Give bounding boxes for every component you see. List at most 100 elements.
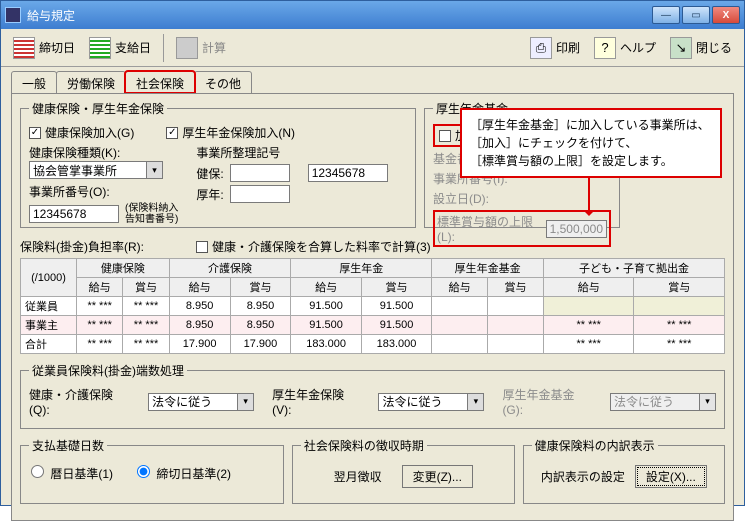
tab-other[interactable]: その他 — [194, 71, 252, 93]
ins-type-combo[interactable]: 協会管掌事業所▾ — [29, 161, 163, 179]
th-sal3: 給与 — [291, 278, 361, 297]
calc-button: 計算 — [170, 35, 232, 61]
th-sal: 給与 — [77, 278, 123, 297]
seiri-kenpo-input[interactable] — [230, 164, 290, 182]
base-cutoff-label: 締切日基準(2) — [156, 467, 231, 481]
tab-panel: 健康保険・厚生年金保険 ✓健康保険加入(G) ✓厚生年金保険加入(N) 健康保険… — [11, 93, 734, 521]
detail-group: 健康保険料の内訳表示 内訳表示の設定 設定(X)... — [523, 437, 725, 504]
app-icon — [5, 7, 21, 23]
c — [543, 297, 633, 316]
calc-icon — [176, 37, 198, 59]
callout-line3: ［標準賞与額の上限］を設定します。 — [470, 152, 712, 170]
c: 91.500 — [361, 316, 431, 335]
toolbar: 締切日 支給日 計算 ⎙印刷 ?ヘルプ ↘閉じる — [1, 29, 744, 67]
c — [634, 297, 725, 316]
base-cal-radio[interactable]: 暦日基準(1) — [31, 465, 113, 482]
th-bon3: 賞与 — [361, 278, 431, 297]
c: ** *** — [123, 316, 169, 335]
est-date-label: 設立日(D): — [433, 190, 489, 207]
payday-button[interactable]: 支給日 — [83, 35, 157, 61]
th-kousei: 厚生年金 — [291, 259, 432, 278]
deadline-label: 締切日 — [39, 39, 75, 56]
c — [488, 297, 544, 316]
th-bon5: 賞与 — [634, 278, 725, 297]
combine-checkbox[interactable]: 健康・介護保険を合算した料率で計算(3) — [196, 238, 431, 255]
maximize-button[interactable]: ▭ — [682, 6, 710, 24]
c: 183.000 — [291, 335, 361, 354]
chevron-down-icon[interactable]: ▾ — [238, 393, 254, 411]
deadline-icon — [13, 37, 35, 59]
c: ** *** — [634, 316, 725, 335]
c — [432, 335, 488, 354]
base-legend: 支払基礎日数 — [29, 437, 107, 454]
callout: ［厚生年金基金］に加入している事業所は、 ［加入］にチェックを付けて、 ［標準賞… — [460, 108, 722, 178]
c — [432, 316, 488, 335]
collect-value: 翌月徴収 — [334, 468, 382, 485]
round-legend: 従業員保険料(掛金)端数処理 — [29, 362, 187, 379]
c: ** *** — [123, 335, 169, 354]
ins-type-label: 健康保険種類(K): — [29, 144, 178, 161]
close-button[interactable]: ↘閉じる — [664, 35, 738, 61]
deadline-button[interactable]: 締切日 — [7, 35, 81, 61]
kousei-join-label: 厚生年金保険加入(N) — [182, 124, 295, 141]
c: 8.950 — [169, 297, 230, 316]
seiri-kounen-input[interactable] — [230, 185, 290, 203]
rate-unit: (/1000) — [21, 259, 77, 297]
round-group: 従業員保険料(掛金)端数処理 健康・介護保険(Q): 法令に従う▾ 厚生年金保険… — [20, 362, 725, 429]
tab-general[interactable]: 一般 — [11, 71, 57, 93]
chevron-down-icon[interactable]: ▾ — [468, 393, 484, 411]
r-owner: 事業主 — [21, 316, 77, 335]
round-kf-combo: 法令に従う▾ — [610, 393, 716, 411]
chevron-down-icon[interactable]: ▾ — [147, 161, 163, 179]
th-sal4: 給与 — [432, 278, 488, 297]
window: 給与規定 — ▭ X 締切日 支給日 計算 ⎙印刷 ?ヘルプ ↘閉じる 一般 労… — [0, 0, 745, 506]
seiri-no-input[interactable]: 12345678 — [308, 164, 388, 182]
titlebar[interactable]: 給与規定 — ▭ X — [1, 1, 744, 29]
base-cutoff-radio[interactable]: 締切日基準(2) — [137, 465, 231, 482]
c: 91.500 — [361, 297, 431, 316]
c: ** *** — [123, 297, 169, 316]
office-no-input[interactable]: 12345678 — [29, 205, 119, 223]
cap-input: 1,500,000 — [546, 220, 607, 238]
print-button[interactable]: ⎙印刷 — [524, 35, 586, 61]
close-icon: ↘ — [670, 37, 692, 59]
c: ** *** — [77, 297, 123, 316]
c: 91.500 — [291, 297, 361, 316]
minimize-button[interactable]: — — [652, 6, 680, 24]
seiri-label: 事業所整理記号 — [196, 144, 387, 161]
detail-label: 内訳表示の設定 — [541, 468, 625, 485]
r-emp: 従業員 — [21, 297, 77, 316]
payday-label: 支給日 — [115, 39, 151, 56]
collect-change-button[interactable]: 変更(Z)... — [402, 465, 473, 488]
print-icon: ⎙ — [530, 37, 552, 59]
tab-labor[interactable]: 労働保険 — [56, 71, 126, 93]
round-kn-combo[interactable]: 法令に従う▾ — [378, 393, 484, 411]
round-kk-combo[interactable]: 法令に従う▾ — [148, 393, 254, 411]
calc-label: 計算 — [202, 39, 226, 56]
tab-social[interactable]: 社会保険 — [125, 71, 195, 93]
c: ** *** — [543, 335, 633, 354]
ins-type-value: 協会管掌事業所 — [29, 161, 147, 179]
kousei-join-checkbox[interactable]: ✓厚生年金保険加入(N) — [166, 124, 295, 141]
print-label: 印刷 — [556, 39, 580, 56]
kenpo-join-checkbox[interactable]: ✓健康保険加入(G) — [29, 124, 134, 141]
row-total: 合計 ** ***** *** 17.90017.900 183.000183.… — [21, 335, 725, 354]
round-kf-value: 法令に従う — [610, 393, 700, 411]
office-no-label: 事業所番号(O): — [29, 183, 178, 200]
th-kaigo: 介護保険 — [169, 259, 291, 278]
callout-arrow-down — [588, 173, 590, 215]
c: 8.950 — [230, 316, 291, 335]
close-window-button[interactable]: X — [712, 6, 740, 24]
callout-line1: ［厚生年金基金］に加入している事業所は、 — [470, 116, 712, 134]
row-owner: 事業主 ** ***** *** 8.9508.950 91.50091.500… — [21, 316, 725, 335]
th-sal2: 給与 — [169, 278, 230, 297]
detail-set-button[interactable]: 設定(X)... — [635, 465, 707, 488]
c — [488, 335, 544, 354]
th-kikin: 厚生年金基金 — [432, 259, 544, 278]
c: 8.950 — [169, 316, 230, 335]
help-icon: ? — [594, 37, 616, 59]
rate-title: 保険料(掛金)負担率(R): — [20, 238, 144, 255]
c: ** *** — [77, 335, 123, 354]
help-button[interactable]: ?ヘルプ — [588, 35, 662, 61]
round-kn-label: 厚生年金保険(V): — [272, 386, 360, 417]
